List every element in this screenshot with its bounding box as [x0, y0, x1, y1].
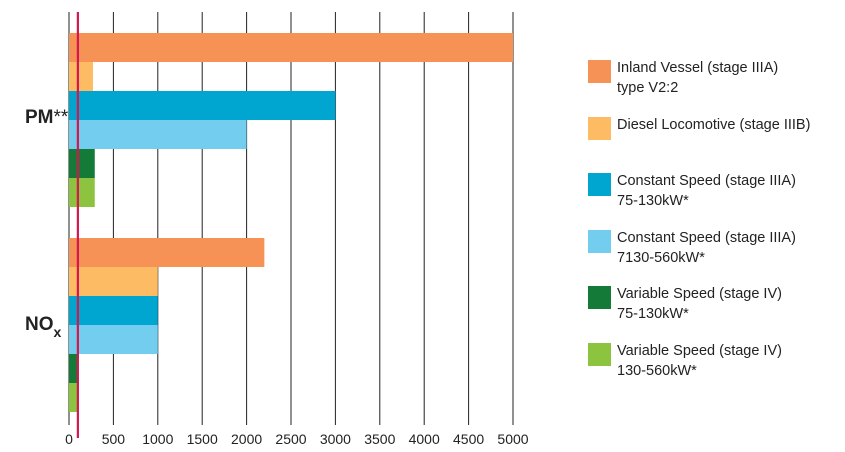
legend-label: Constant Speed (stage IIIA) 75-130kW* — [617, 171, 796, 211]
legend-item: Variable Speed (stage IV) 130-560kW* — [588, 341, 843, 398]
x-tick-label: 3500 — [364, 431, 395, 447]
x-tick-label: 2000 — [231, 431, 262, 447]
legend-label: Inland Vessel (stage IIIA) type V2:2 — [617, 58, 778, 98]
legend-swatch — [588, 60, 611, 83]
legend-swatch — [588, 116, 611, 140]
group-labels: PM** NOx — [25, 107, 69, 340]
bar-pm-4 — [69, 120, 247, 149]
x-tick-label: 500 — [102, 431, 126, 447]
legend-item: Constant Speed (stage IIIA) 7130-560kW* — [588, 228, 843, 285]
legend-label-line: Constant Speed (stage IIIA) — [617, 173, 796, 189]
x-tick-label: 2500 — [275, 431, 306, 447]
bar-pm-1 — [69, 33, 513, 62]
x-tick-label: 0 — [65, 431, 73, 447]
legend-label-line: 7130-560kW* — [617, 249, 705, 266]
bar-no-2 — [69, 267, 158, 296]
bar-no-1 — [69, 238, 265, 267]
group-label-pm: PM** — [25, 107, 69, 128]
legend-label: Diesel Locomotive (stage IIIB) — [617, 115, 810, 135]
legend-swatch — [588, 286, 611, 309]
x-axis-ticks: 0 500 1000 1500 2000 2500 3000 3500 4000 4500 5000 — [65, 431, 529, 447]
legend-label-line: Diesel Locomotive (stage IIIB) — [617, 116, 811, 133]
x-tick-label: 5000 — [497, 431, 528, 447]
legend-label-line: Inland Vessel (stage IIIA) — [617, 60, 779, 76]
legend-label-line: 130-560kW* — [617, 362, 697, 379]
legend-label-line: 75-130kW* — [617, 306, 689, 322]
bars — [69, 33, 513, 412]
legend-item: Diesel Locomotive (stage IIIB) — [588, 115, 843, 172]
x-tick-label: 4500 — [453, 431, 484, 447]
bar-no-5 — [69, 354, 78, 383]
legend-swatch — [588, 173, 611, 196]
legend-label-line: 75-130kW* — [617, 193, 689, 209]
legend-item: Inland Vessel (stage IIIA) type V2:2 — [588, 58, 843, 115]
gridlines — [68, 12, 514, 425]
legend: Inland Vessel (stage IIIA) type V2:2 Diese… — [588, 58, 843, 397]
x-tick-label: 4000 — [409, 431, 440, 447]
x-tick-label: 1000 — [142, 431, 173, 447]
bar-pm-6 — [69, 178, 95, 207]
bar-no-4 — [69, 325, 158, 354]
x-tick-label: 3000 — [320, 431, 351, 447]
legend-item: Constant Speed (stage IIIA) 75-130kW* — [588, 171, 843, 228]
legend-label-line: type V2:2 — [617, 80, 679, 96]
x-tick-label: 1500 — [187, 431, 218, 447]
legend-label: Variable Speed (stage IV) 75-130kW* — [617, 284, 782, 324]
legend-label: Variable Speed (stage IV) 130-560kW* — [617, 341, 782, 381]
legend-swatch — [588, 342, 611, 366]
legend-swatch — [588, 229, 611, 253]
legend-label: Constant Speed (stage IIIA) 7130-560kW* — [617, 228, 796, 268]
legend-label-line: Variable Speed (stage IV) — [617, 342, 782, 359]
bar-pm-5 — [69, 149, 95, 178]
legend-item: Variable Speed (stage IV) 75-130kW* — [588, 284, 843, 341]
bar-pm-3 — [69, 91, 336, 120]
bar-no-3 — [69, 296, 158, 325]
legend-label-line: Constant Speed (stage IIIA) — [617, 229, 796, 246]
bar-no-6 — [69, 383, 78, 412]
legend-label-line: Variable Speed (stage IV) — [617, 286, 782, 302]
bar-pm-2 — [69, 62, 93, 91]
group-label-no: NOx — [25, 314, 62, 340]
